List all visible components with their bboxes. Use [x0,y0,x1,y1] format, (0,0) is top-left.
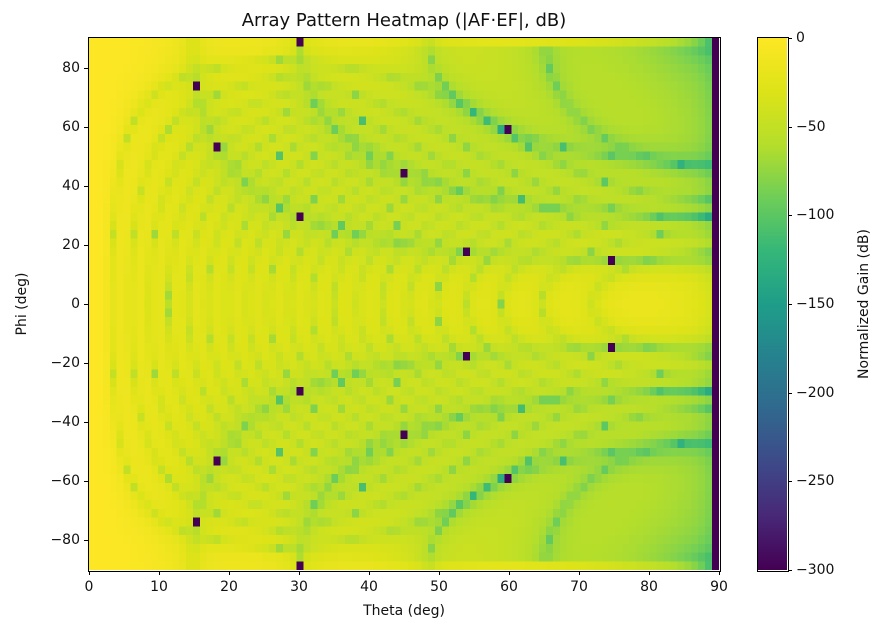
y-tick-label: 20 [62,236,80,253]
y-tick-mark [84,540,88,542]
y-tick-label: 60 [62,118,80,135]
x-tick-mark [369,571,370,575]
x-tick-label: 40 [360,579,378,595]
y-axis-label: Phi (deg) [14,272,30,336]
colorbar-label: Normalized Gain (dB) [856,229,872,379]
x-tick-label: 70 [570,579,588,595]
y-tick-mark [84,185,88,187]
chart-title: Array Pattern Heatmap (|AF·EF|, dB) [241,10,567,31]
y-tick-label: 40 [62,177,80,194]
y-tick-mark [84,67,88,69]
y-tick-label: −60 [50,473,80,490]
x-tick-mark [229,571,230,575]
colorbar-tick-label: −150 [796,296,835,312]
x-tick-label: 90 [710,579,728,595]
colorbar-tick-label: −50 [796,118,826,135]
x-tick-label: 20 [220,579,238,595]
colorbar-tick-label: −300 [796,562,835,578]
x-tick-label: 0 [84,579,94,595]
colorbar-tick-label: −250 [796,473,835,490]
y-tick-label: −20 [50,355,80,372]
x-tick-mark [299,571,300,575]
x-tick-label: 80 [640,579,658,595]
colorbar-tick-mark [788,392,792,394]
y-tick-label: −80 [50,532,80,549]
colorbar-tick-mark [788,38,792,39]
y-tick-mark [84,363,88,365]
colorbar-tick-label: 0 [796,30,805,46]
x-tick-label: 60 [500,579,518,595]
colorbar-tick-mark [788,570,792,571]
x-tick-mark [89,571,90,575]
x-axis-label: Theta (deg) [363,603,445,619]
y-tick-mark [84,126,88,128]
x-tick-mark [509,571,510,575]
y-tick-label: 0 [71,296,80,312]
colorbar-tick-mark [788,481,792,483]
y-tick-mark [84,481,88,483]
x-tick-label: 50 [430,579,448,595]
x-tick-mark [159,571,160,575]
x-tick-label: 30 [290,579,308,595]
y-tick-label: −40 [50,414,80,431]
x-tick-label: 10 [150,579,168,595]
x-tick-mark [439,571,440,575]
x-tick-mark [649,571,650,575]
x-tick-mark [579,571,580,575]
colorbar-canvas [758,38,787,570]
x-tick-mark [719,571,720,575]
y-tick-mark [84,422,88,424]
y-tick-label: 80 [62,59,80,76]
colorbar-tick-mark [788,126,792,128]
colorbar-tick-label: −100 [796,207,835,224]
colorbar-tick-mark [788,304,792,305]
colorbar-tick-label: −200 [796,384,835,401]
y-tick-mark [84,244,88,246]
colorbar-tick-mark [788,215,792,217]
y-tick-mark [84,304,88,305]
heatmap-canvas [89,38,719,570]
